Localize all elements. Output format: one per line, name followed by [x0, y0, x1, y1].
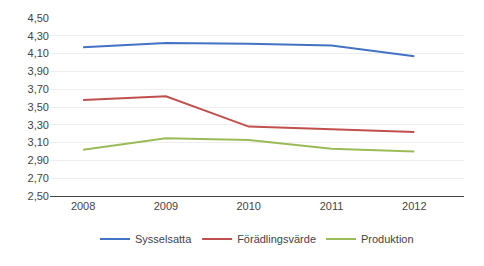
svg-text:2,70: 2,70 — [28, 172, 49, 184]
svg-text:3,10: 3,10 — [28, 136, 49, 148]
svg-text:4,30: 4,30 — [28, 30, 49, 42]
svg-text:3,70: 3,70 — [28, 83, 49, 95]
svg-text:2009: 2009 — [154, 200, 178, 212]
svg-text:3,90: 3,90 — [28, 65, 49, 77]
svg-text:2012: 2012 — [402, 200, 426, 212]
svg-text:Produktion: Produktion — [361, 233, 414, 245]
svg-text:4,10: 4,10 — [28, 47, 49, 59]
svg-text:3,30: 3,30 — [28, 119, 49, 131]
svg-text:Förädlingsvärde: Förädlingsvärde — [237, 233, 316, 245]
svg-text:4,50: 4,50 — [28, 12, 49, 24]
svg-text:2,50: 2,50 — [28, 190, 49, 202]
svg-text:2010: 2010 — [236, 200, 260, 212]
svg-text:2,90: 2,90 — [28, 154, 49, 166]
svg-text:2011: 2011 — [320, 200, 344, 212]
svg-text:Sysselsatta: Sysselsatta — [135, 233, 192, 245]
svg-text:2008: 2008 — [71, 200, 95, 212]
svg-text:3,50: 3,50 — [28, 101, 49, 113]
